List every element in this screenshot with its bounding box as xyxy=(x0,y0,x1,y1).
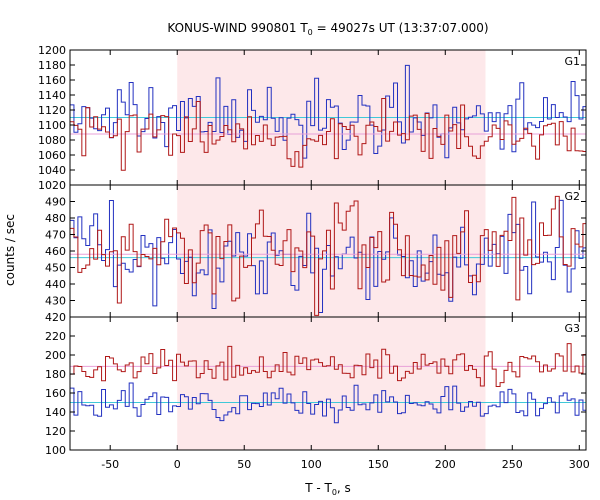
y-tick-label: 1020 xyxy=(38,179,66,192)
panel-label: G2 xyxy=(564,190,580,203)
y-tick-label: 490 xyxy=(45,196,66,209)
y-tick-label: 1100 xyxy=(38,119,66,132)
x-tick-label: 0 xyxy=(174,458,181,471)
light-curve-series-2 xyxy=(70,195,586,316)
y-tick-label: 430 xyxy=(45,295,66,308)
chart-title: KONUS-WIND 990801 T0 = 49027s UT (13:37:… xyxy=(167,21,488,37)
y-tick-label: 450 xyxy=(45,262,66,275)
y-tick-label: 460 xyxy=(45,245,66,258)
light-curve-series-2 xyxy=(70,382,586,424)
y-tick-label: 440 xyxy=(45,278,66,291)
y-tick-label: 1200 xyxy=(38,44,66,57)
panels-group: G1 1020 1040 1060 1080 1100 1120 1140 1160 1180 12… xyxy=(38,44,590,471)
burst-interval-highlight xyxy=(177,50,486,450)
y-tick-label: 220 xyxy=(45,330,66,343)
x-tick-label: 50 xyxy=(237,458,251,471)
y-tick-label: 100 xyxy=(45,444,66,457)
y-tick-label: 470 xyxy=(45,229,66,242)
y-tick-label: 1080 xyxy=(38,134,66,147)
x-tick-label: 150 xyxy=(368,458,389,471)
y-tick-label: 1160 xyxy=(38,74,66,87)
y-tick-label: 200 xyxy=(45,349,66,362)
x-tick-label: -50 xyxy=(101,458,119,471)
panel-label: G1 xyxy=(564,55,580,68)
x-tick-label: 200 xyxy=(435,458,456,471)
y-tick-label: 420 xyxy=(45,311,66,324)
y-tick-label: 480 xyxy=(45,212,66,225)
y-tick-label: 120 xyxy=(45,425,66,438)
y-tick-label: 1040 xyxy=(38,164,66,177)
y-tick-label: 140 xyxy=(45,406,66,419)
panel-frame xyxy=(69,316,587,451)
y-tick-label: 180 xyxy=(45,368,66,381)
x-axis-label: T - T0, s xyxy=(304,481,351,497)
x-tick-label: 250 xyxy=(502,458,523,471)
x-tick-label: 300 xyxy=(569,458,590,471)
light-curve-series-1 xyxy=(70,343,586,387)
y-axis-label: counts / sec xyxy=(3,214,17,286)
y-tick-label: 1180 xyxy=(38,59,66,72)
y-tick-label: 1060 xyxy=(38,149,66,162)
y-tick-label: 1140 xyxy=(38,89,66,102)
y-tick-label: 1120 xyxy=(38,104,66,117)
panel-label: G3 xyxy=(564,322,580,335)
light-curve-series-2 xyxy=(70,98,586,171)
x-tick-label: 100 xyxy=(301,458,322,471)
y-tick-label: 160 xyxy=(45,387,66,400)
